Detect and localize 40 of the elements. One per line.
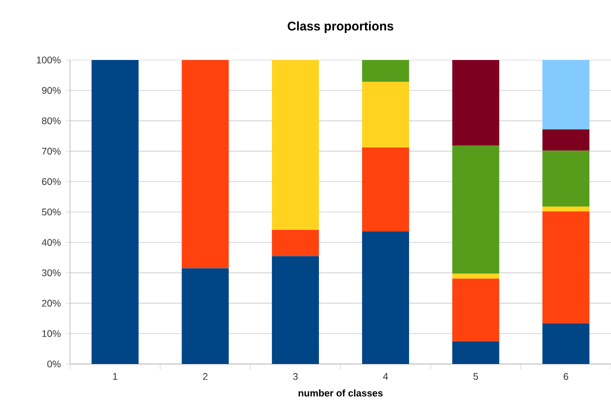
x-tick-label: 5 (473, 373, 478, 380)
x-tick-label: 1 (113, 373, 118, 380)
bar (362, 148, 410, 232)
x-axis-title: number of classes (298, 389, 383, 397)
y-tick-label: 90% (42, 86, 61, 94)
bar (542, 211, 590, 324)
bar (92, 60, 139, 364)
bar (362, 231, 410, 364)
bar (452, 146, 500, 274)
bar (542, 60, 590, 130)
bar (452, 341, 500, 364)
y-tick-label: 100% (36, 56, 61, 64)
bar (272, 230, 319, 256)
bar (452, 274, 500, 279)
bar (182, 60, 229, 268)
y-tick-label: 70% (42, 148, 61, 155)
bar (542, 206, 590, 212)
y-tick-label: 10% (42, 330, 61, 338)
x-tick-label: 4 (383, 373, 388, 380)
chart-title: Class proportions (288, 21, 394, 33)
bar (452, 60, 500, 146)
bar (452, 278, 500, 342)
bar (542, 150, 590, 207)
x-tick-label: 3 (293, 373, 298, 380)
bar (542, 323, 590, 364)
y-tick-label: 20% (42, 300, 61, 307)
x-tick-label: 2 (203, 373, 208, 380)
x-tick-label: 6 (564, 373, 568, 380)
y-tick-label: 60% (42, 178, 61, 186)
y-tick-label: 0% (47, 360, 61, 368)
y-tick-label: 40% (42, 238, 61, 246)
y-tick-label: 80% (42, 117, 61, 124)
y-tick-label: 50% (42, 208, 61, 216)
bar (182, 268, 229, 364)
bar (272, 60, 319, 230)
y-tick-label: 30% (42, 269, 61, 276)
bar (362, 60, 410, 82)
bar (542, 129, 590, 151)
bar (272, 256, 319, 364)
bar (362, 82, 410, 148)
